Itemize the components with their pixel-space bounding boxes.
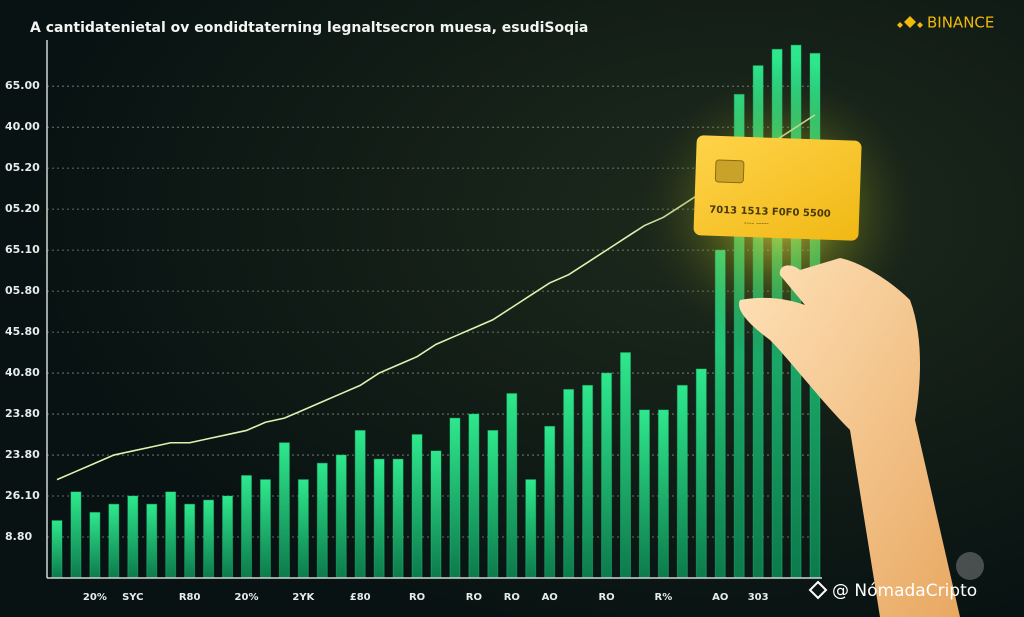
bar bbox=[525, 479, 537, 579]
x-tick-label: RO bbox=[409, 592, 425, 603]
x-tick-label: RO bbox=[504, 592, 520, 603]
bar bbox=[222, 495, 234, 579]
card-body bbox=[693, 135, 862, 241]
card-chip bbox=[714, 159, 745, 184]
bar bbox=[203, 499, 215, 579]
bar bbox=[354, 429, 366, 579]
x-tick-label: R% bbox=[655, 592, 673, 603]
y-tick-label: 40.80 bbox=[5, 366, 40, 379]
hand bbox=[739, 258, 960, 617]
bar bbox=[487, 429, 499, 579]
bar bbox=[165, 491, 177, 579]
credit-card: 7013 1513 F0F0 5500 ---- ----- bbox=[693, 135, 862, 241]
bar bbox=[620, 352, 631, 579]
y-tick-label: 23.80 bbox=[5, 448, 40, 461]
bar bbox=[184, 503, 196, 579]
x-tick-label: AO bbox=[542, 592, 558, 603]
bar bbox=[468, 413, 480, 579]
watermark-text: @ NómadaCripto bbox=[832, 581, 977, 601]
bar bbox=[638, 409, 650, 579]
bar bbox=[373, 458, 385, 579]
y-tick-label: 05.20 bbox=[5, 202, 40, 215]
bar bbox=[241, 475, 252, 579]
x-tick-label: R80 bbox=[179, 592, 201, 603]
x-tick-label: 20% bbox=[83, 592, 107, 603]
x-tick-label: SYC bbox=[122, 592, 143, 603]
bar bbox=[278, 442, 290, 579]
bar bbox=[695, 368, 707, 579]
y-tick-label: 23.80 bbox=[5, 407, 40, 420]
card-subtext: ---- ----- bbox=[744, 219, 770, 228]
chart-title: A cantidatenietal ov eondidtaterning leg… bbox=[30, 20, 588, 36]
y-tick-label: 65.00 bbox=[5, 79, 40, 92]
bar bbox=[601, 372, 613, 579]
bar bbox=[392, 458, 404, 579]
bar bbox=[127, 495, 139, 579]
y-tick-label: 45.80 bbox=[5, 325, 40, 338]
x-tick-label: £80 bbox=[350, 592, 371, 603]
bar bbox=[51, 520, 63, 579]
bar bbox=[430, 450, 442, 579]
x-tick-label: 2YK bbox=[292, 592, 315, 603]
brand-logo bbox=[897, 16, 923, 28]
brand-name: BINANCE bbox=[927, 14, 994, 32]
y-tick-label: 8.80 bbox=[5, 530, 32, 543]
brand: BINANCE bbox=[897, 14, 994, 32]
x-tick-label: 20% bbox=[235, 592, 259, 603]
bar bbox=[411, 434, 423, 579]
watermark-badge bbox=[956, 552, 984, 580]
x-tick-label: AO bbox=[712, 592, 728, 603]
bar bbox=[297, 479, 309, 579]
x-tick-label: RO bbox=[598, 592, 614, 603]
bar bbox=[89, 511, 101, 579]
watermark: @ NómadaCripto bbox=[808, 552, 984, 601]
bar bbox=[335, 454, 347, 579]
bar bbox=[657, 409, 669, 579]
bar bbox=[563, 388, 575, 579]
x-tick-label: 303 bbox=[748, 592, 769, 603]
x-tick-label: RO bbox=[466, 592, 482, 603]
y-tick-label: 05.80 bbox=[5, 284, 40, 297]
watermark-logo bbox=[808, 580, 828, 600]
bar bbox=[316, 462, 328, 579]
bar bbox=[146, 503, 158, 579]
bar bbox=[582, 384, 594, 579]
y-tick-label: 65.10 bbox=[5, 243, 40, 256]
y-tick-label: 26.10 bbox=[5, 489, 40, 502]
y-tick-label: 05.20 bbox=[5, 161, 40, 174]
bar bbox=[449, 417, 461, 579]
bar bbox=[70, 491, 82, 579]
bar bbox=[259, 479, 271, 579]
y-tick-label: 40.00 bbox=[5, 120, 40, 133]
card-number: 7013 1513 F0F0 5500 bbox=[709, 205, 831, 220]
bar bbox=[676, 384, 688, 579]
bar bbox=[108, 503, 120, 579]
bar bbox=[506, 393, 518, 579]
bar bbox=[544, 425, 556, 579]
